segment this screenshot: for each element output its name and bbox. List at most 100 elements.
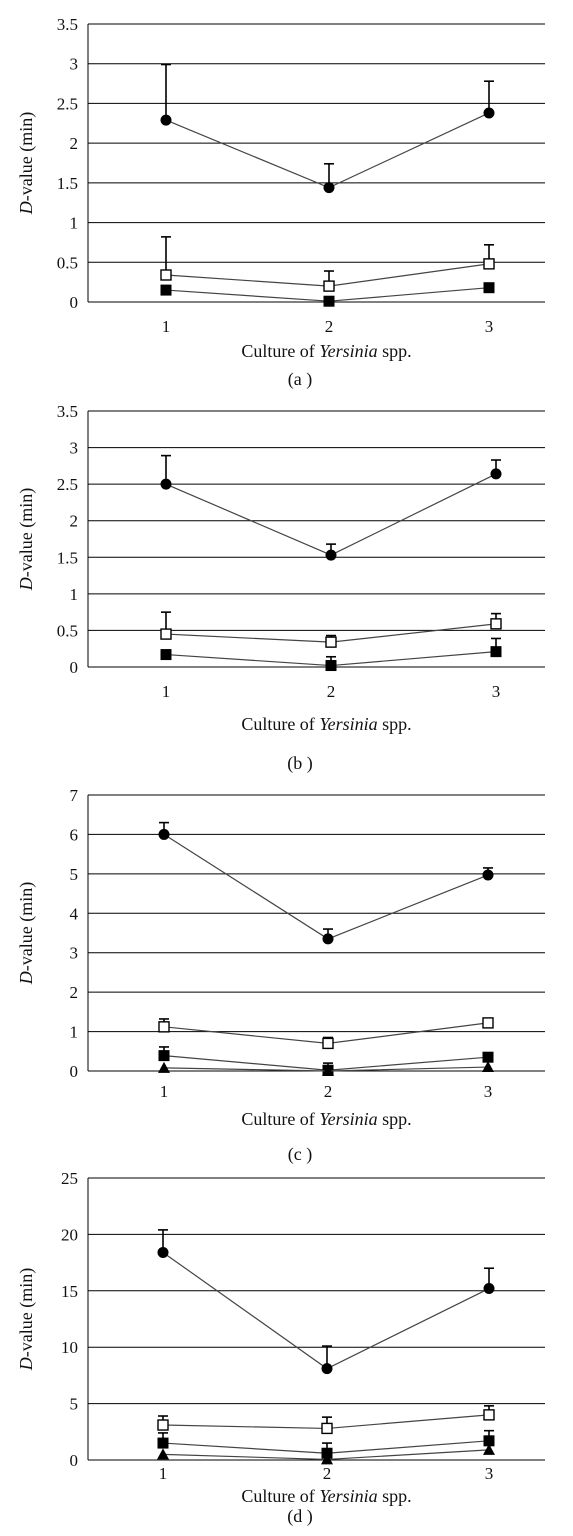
series-filled-square [160, 637, 502, 672]
data-point [483, 1409, 495, 1421]
data-point [160, 649, 172, 661]
series-line [165, 112, 490, 189]
data-point [325, 549, 337, 561]
data-point [482, 1051, 494, 1063]
y-tick-label: 2 [70, 512, 79, 531]
data-point [321, 1422, 333, 1435]
data-point [322, 933, 334, 945]
y-tick-label: 1 [70, 1023, 79, 1042]
data-point [483, 1283, 495, 1295]
x-axis-label: Culture of Yersinia spp. [241, 1109, 411, 1129]
data-point [490, 646, 502, 658]
data-point [321, 1453, 333, 1465]
data-point [482, 1061, 494, 1073]
y-tick-label: 5 [70, 865, 79, 884]
x-axis-label: Culture of Yersinia spp. [241, 1486, 411, 1506]
series-open-square [160, 236, 495, 292]
y-axis-label-italic: D [16, 577, 36, 591]
data-point [157, 1419, 169, 1431]
data-point [325, 660, 337, 672]
y-tick-label: 10 [61, 1338, 78, 1357]
data-point [157, 1246, 169, 1258]
y-tick-label: 3 [70, 439, 79, 458]
series-line [162, 1251, 490, 1370]
y-tick-label: 20 [61, 1225, 78, 1244]
data-point [323, 182, 335, 194]
y-tick-label: 0 [70, 658, 79, 677]
x-tick-label: 3 [484, 1082, 493, 1101]
data-point [160, 269, 172, 281]
y-tick-label: 5 [70, 1395, 79, 1414]
y-tick-label: 3.5 [57, 15, 78, 34]
x-axis-label-suffix: spp. [378, 714, 412, 734]
x-tick-label: 3 [485, 317, 494, 336]
x-tick-label: 3 [492, 682, 501, 701]
x-axis-label-italic: Yersinia [319, 714, 377, 734]
y-axis-label-italic: D [16, 971, 36, 985]
panel-label: (c ) [288, 1144, 312, 1165]
y-axis-label: D-value (min) [16, 1268, 37, 1371]
data-point [157, 1448, 169, 1460]
x-axis-label-italic: Yersinia [319, 341, 377, 361]
y-axis-label-text: -value (min) [16, 882, 37, 971]
x-axis-label-text: Culture of [241, 341, 319, 361]
y-tick-label: 1 [70, 585, 79, 604]
x-tick-label: 1 [162, 682, 171, 701]
series-filled-square [157, 1429, 495, 1459]
y-axis-label: D-value (min) [16, 112, 37, 215]
data-point [321, 1363, 333, 1375]
y-tick-label: 0 [70, 1451, 79, 1470]
x-tick-label: 1 [162, 317, 171, 336]
x-axis-label-text: Culture of [241, 1109, 319, 1129]
data-point [157, 1437, 169, 1449]
data-point [158, 828, 170, 840]
data-point [482, 869, 494, 881]
series-filled-circle [160, 63, 495, 194]
y-tick-label: 15 [61, 1282, 78, 1301]
x-axis-label-suffix: spp. [378, 1486, 412, 1506]
x-axis-label: Culture of Yersinia spp. [241, 714, 411, 734]
data-point [483, 1443, 495, 1455]
x-axis-label-suffix: spp. [378, 341, 412, 361]
y-axis-label: D-value (min) [16, 882, 37, 985]
y-tick-label: 1.5 [57, 174, 78, 193]
data-point [322, 1065, 334, 1076]
panel-label: (d ) [287, 1506, 313, 1527]
chart-panel-4: 0 5 10 15 20 25 D-value (min) 1 2 3 Culture of Yer… [16, 1169, 545, 1527]
y-axis-label-text: -value (min) [16, 1268, 37, 1357]
x-tick-label: 1 [160, 1082, 169, 1101]
series-line [165, 473, 497, 556]
series-open-square [160, 611, 502, 648]
x-tick-label: 2 [327, 682, 336, 701]
y-tick-label: 25 [61, 1169, 78, 1188]
x-axis-label-suffix: spp. [378, 1109, 412, 1129]
data-point [490, 468, 502, 480]
data-point [482, 1017, 494, 1029]
data-point [483, 1435, 495, 1447]
data-point [160, 284, 172, 296]
data-point [158, 1021, 170, 1033]
panel-label: (a ) [288, 369, 312, 390]
data-point [323, 295, 335, 307]
chart-panel-2: 0 0.5 1 1.5 2 2.5 3 3.5 D-value (min) 1 2 3 Culture … [16, 402, 545, 774]
x-tick-label: 2 [325, 317, 334, 336]
data-point [160, 628, 172, 640]
x-axis-label: Culture of Yersinia spp. [241, 341, 411, 361]
y-tick-label: 1.5 [57, 548, 78, 567]
series-filled-circle [158, 821, 494, 945]
series-line [163, 833, 489, 940]
y-tick-label: 2.5 [57, 475, 78, 494]
x-tick-label: 2 [324, 1082, 333, 1101]
data-point [483, 258, 495, 270]
data-point [322, 1037, 334, 1050]
y-tick-label: 3.5 [57, 402, 78, 421]
x-axis-label-italic: Yersinia [319, 1109, 377, 1129]
y-tick-label: 2.5 [57, 94, 78, 113]
series-filled-circle [157, 1229, 495, 1375]
series-open-square [157, 1405, 495, 1435]
y-axis-label-italic: D [16, 201, 36, 215]
y-tick-label: 3 [70, 944, 79, 963]
data-point [158, 1061, 170, 1073]
y-tick-label: 0.5 [57, 621, 78, 640]
